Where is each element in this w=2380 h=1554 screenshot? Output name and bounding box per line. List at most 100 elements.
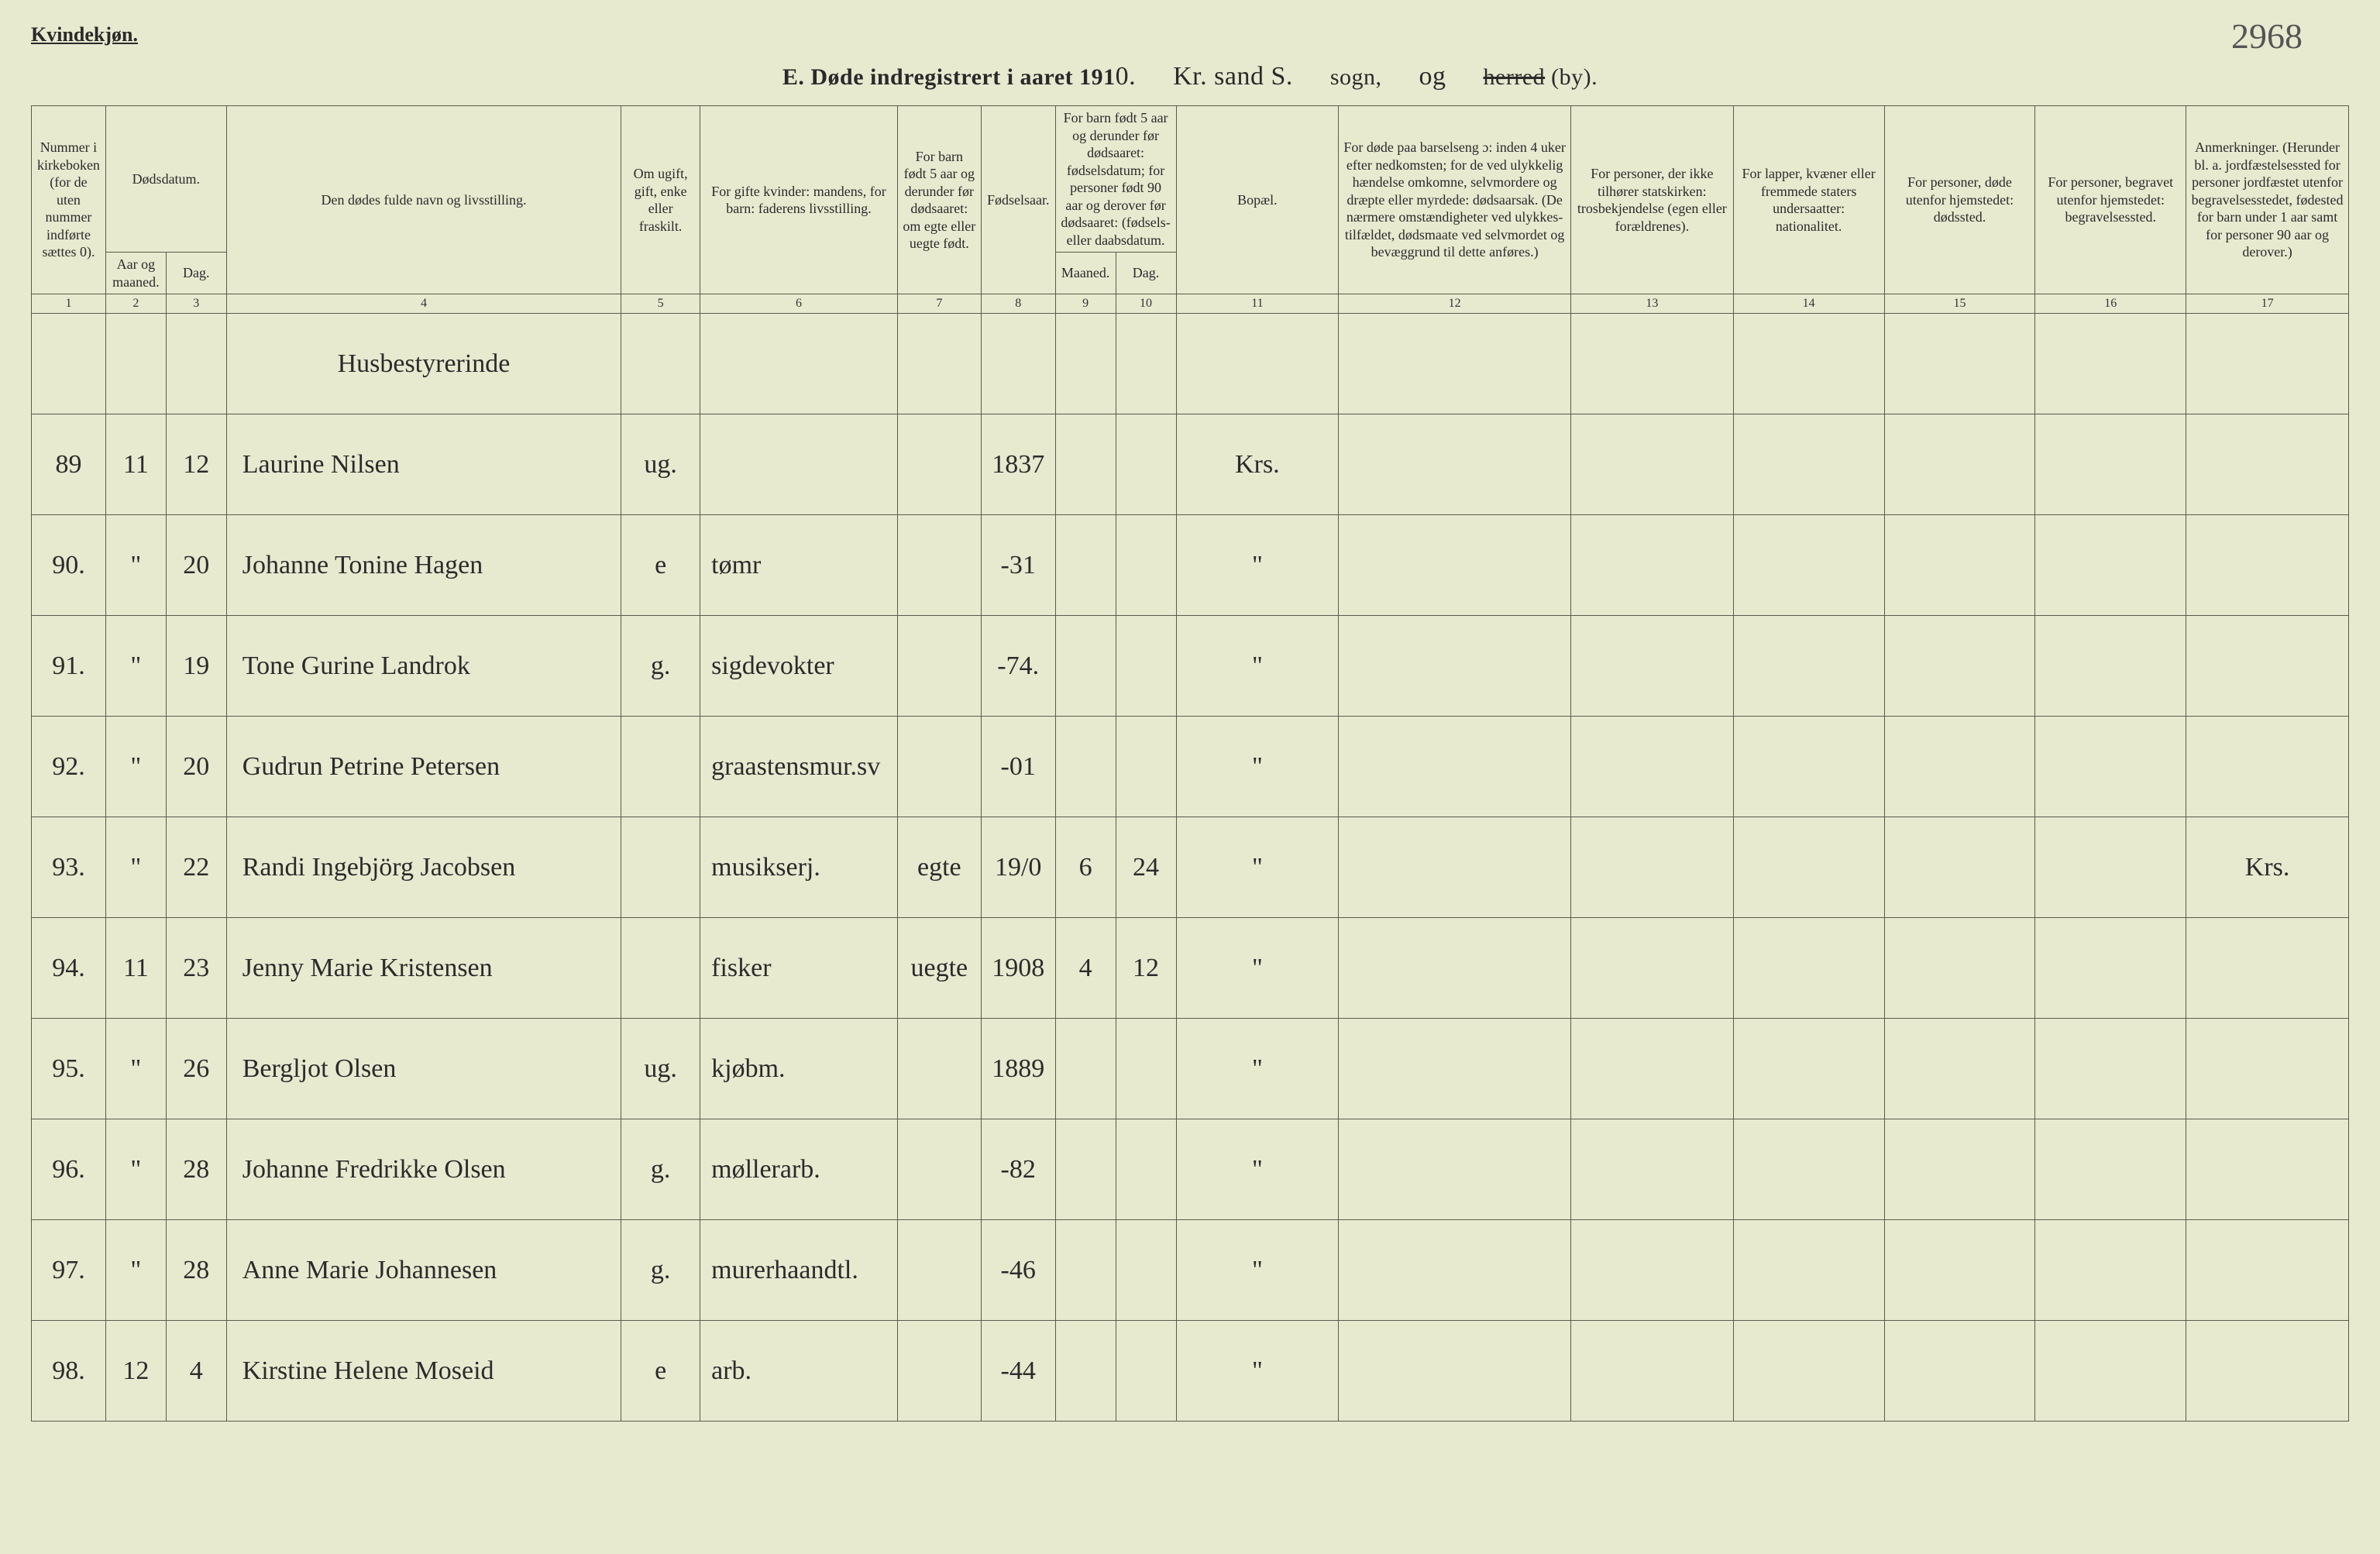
cell-name: Bergljot Olsen xyxy=(226,1019,621,1119)
cell-c14 xyxy=(1733,1321,1884,1422)
cell-stat: e xyxy=(621,515,700,616)
cell-egte: uegte xyxy=(897,918,981,1019)
cell-c17 xyxy=(2186,414,2349,515)
cell-c13 xyxy=(1570,515,1733,616)
cell-num: 98. xyxy=(32,1321,106,1422)
cell-day: 28 xyxy=(166,1220,226,1321)
cell-occ: musikserj. xyxy=(700,817,898,918)
cell-c13 xyxy=(1570,1321,1733,1422)
cell-stat: g. xyxy=(621,1220,700,1321)
cell-occ: tømr xyxy=(700,515,898,616)
cell-num: 97. xyxy=(32,1220,106,1321)
cell-c14 xyxy=(1733,817,1884,918)
table-row: 891112Laurine Nilsenug.1837Krs. xyxy=(32,414,2349,515)
colnum: 6 xyxy=(700,294,898,314)
colnum: 3 xyxy=(166,294,226,314)
page-number-handwritten: 2968 xyxy=(2231,15,2303,57)
col-header-14: For lapper, kvæner eller fremmede stater… xyxy=(1733,106,1884,294)
cell-egte xyxy=(897,1119,981,1220)
cell-c15 xyxy=(1884,717,2035,817)
cell-mo: 11 xyxy=(105,918,166,1019)
col-header-13: For personer, der ikke tilhører statskir… xyxy=(1570,106,1733,294)
cell-bm xyxy=(1055,1220,1116,1321)
cell-name: Jenny Marie Kristensen xyxy=(226,918,621,1019)
cell-bm xyxy=(1055,1019,1116,1119)
cell-c16 xyxy=(2035,1220,2186,1321)
cell-bm xyxy=(1055,1119,1116,1220)
cell-c15 xyxy=(1884,1119,2035,1220)
title-sogn-label: sogn, xyxy=(1330,64,1382,90)
cell-name: Laurine Nilsen xyxy=(226,414,621,515)
colnum: 13 xyxy=(1570,294,1733,314)
cell-num: 94. xyxy=(32,918,106,1019)
cell-bd xyxy=(1116,414,1176,515)
cell-yr: 19/0 xyxy=(981,817,1055,918)
col-header-5: Om ugift, gift, enke eller fraskilt. xyxy=(621,106,700,294)
cell-stat: g. xyxy=(621,616,700,717)
cell-c12 xyxy=(1339,1220,1571,1321)
cell-stat xyxy=(621,918,700,1019)
cell-name: Tone Gurine Landrok xyxy=(226,616,621,717)
cell-c13 xyxy=(1570,817,1733,918)
cell-c16 xyxy=(2035,1019,2186,1119)
cell-stat: ug. xyxy=(621,414,700,515)
cell-egte xyxy=(897,1019,981,1119)
cell-stat: e xyxy=(621,1321,700,1422)
cell-yr: 1837 xyxy=(981,414,1055,515)
cell-c12 xyxy=(1339,1321,1571,1422)
cell-c16 xyxy=(2035,616,2186,717)
title-og-handwritten: og xyxy=(1419,62,1446,91)
colnum: 9 xyxy=(1055,294,1116,314)
cell-c14 xyxy=(1733,1119,1884,1220)
cell-c12 xyxy=(1339,1019,1571,1119)
cell-c13 xyxy=(1570,1220,1733,1321)
cell-egte xyxy=(897,414,981,515)
cell-c15 xyxy=(1884,515,2035,616)
cell-num: 93. xyxy=(32,817,106,918)
cell-egte: egte xyxy=(897,817,981,918)
cell-num: 90. xyxy=(32,515,106,616)
cell-egte xyxy=(897,1321,981,1422)
cell-name: Anne Marie Johannesen xyxy=(226,1220,621,1321)
title-prefix: E. Døde indregistrert i aaret 191 xyxy=(782,64,1116,90)
cell-c14 xyxy=(1733,1019,1884,1119)
cell-c13 xyxy=(1570,918,1733,1019)
colnum: 10 xyxy=(1116,294,1176,314)
cell-yr: 1889 xyxy=(981,1019,1055,1119)
cell-day: 26 xyxy=(166,1019,226,1119)
cell-occ: graastensmur.sv xyxy=(700,717,898,817)
cell-bd: 12 xyxy=(1116,918,1176,1019)
colnum: 7 xyxy=(897,294,981,314)
table-header: Nummer i kirke­boken (for de uten nummer… xyxy=(32,106,2349,314)
col-header-2-group: Dødsdatum. xyxy=(105,106,226,253)
colnum: 2 xyxy=(105,294,166,314)
cell-yr: 1908 xyxy=(981,918,1055,1019)
cell-c13 xyxy=(1570,1119,1733,1220)
cell-bd xyxy=(1116,1220,1176,1321)
cell-bm xyxy=(1055,1321,1116,1422)
cell-c15 xyxy=(1884,414,2035,515)
cell-bd xyxy=(1116,616,1176,717)
cell-c12 xyxy=(1339,918,1571,1019)
cell-bd xyxy=(1116,1119,1176,1220)
cell-num: 89 xyxy=(32,414,106,515)
cell-day: 20 xyxy=(166,515,226,616)
cell-c12 xyxy=(1339,717,1571,817)
cell-egte xyxy=(897,1220,981,1321)
cell-mo: 11 xyxy=(105,414,166,515)
cell-day: 22 xyxy=(166,817,226,918)
cell-c17 xyxy=(2186,1119,2349,1220)
col-header-17: Anmerkninger. (Herunder bl. a. jordfæste… xyxy=(2186,106,2349,294)
cell-c17 xyxy=(2186,616,2349,717)
cell-yr: -74. xyxy=(981,616,1055,717)
cell-bm xyxy=(1055,616,1116,717)
cell-occ: murerhaandtl. xyxy=(700,1220,898,1321)
cell-mo: " xyxy=(105,717,166,817)
cell-c14 xyxy=(1733,616,1884,717)
cell-stat: g. xyxy=(621,1119,700,1220)
cell-num: 91. xyxy=(32,616,106,717)
cell-bop: " xyxy=(1176,1321,1339,1422)
cell-c17: Krs. xyxy=(2186,817,2349,918)
table-row: 91."19Tone Gurine Landrokg.sigdevokter-7… xyxy=(32,616,2349,717)
cell-name: Randi Ingebjörg Jacobsen xyxy=(226,817,621,918)
